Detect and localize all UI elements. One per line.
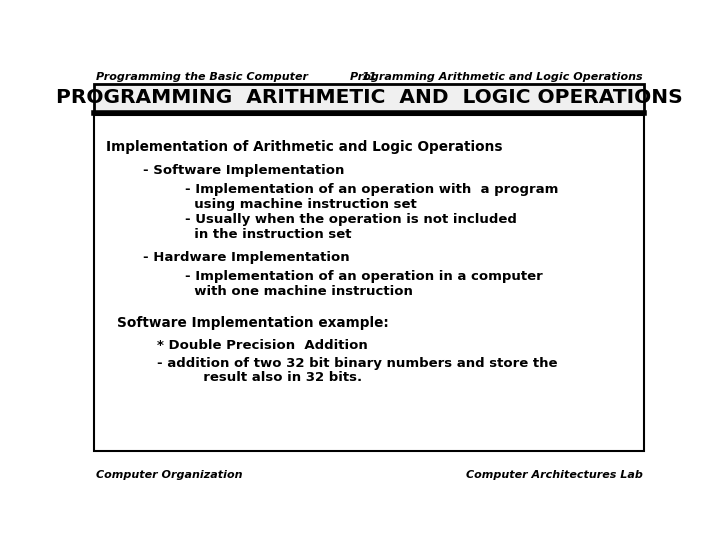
Text: - Software Implementation: - Software Implementation <box>143 164 344 177</box>
Text: PROGRAMMING  ARITHMETIC  AND  LOGIC OPERATIONS: PROGRAMMING ARITHMETIC AND LOGIC OPERATI… <box>55 88 683 107</box>
Text: 11: 11 <box>361 72 377 82</box>
FancyBboxPatch shape <box>94 84 644 113</box>
FancyBboxPatch shape <box>94 114 644 451</box>
Text: - Hardware Implementation: - Hardware Implementation <box>143 251 350 264</box>
Text: using machine instruction set: using machine instruction set <box>185 198 417 211</box>
Text: - addition of two 32 bit binary numbers and store the: - addition of two 32 bit binary numbers … <box>157 357 557 370</box>
Text: - Implementation of an operation in a computer: - Implementation of an operation in a co… <box>185 270 543 283</box>
Text: Computer Architectures Lab: Computer Architectures Lab <box>466 470 642 480</box>
Text: - Implementation of an operation with  a program: - Implementation of an operation with a … <box>185 183 558 197</box>
Text: - Usually when the operation is not included: - Usually when the operation is not incl… <box>185 213 517 226</box>
Text: with one machine instruction: with one machine instruction <box>185 285 413 298</box>
Text: * Double Precision  Addition: * Double Precision Addition <box>157 339 368 352</box>
Text: Computer Organization: Computer Organization <box>96 470 242 480</box>
Text: in the instruction set: in the instruction set <box>185 228 351 241</box>
Text: result also in 32 bits.: result also in 32 bits. <box>157 371 362 384</box>
Text: Implementation of Arithmetic and Logic Operations: Implementation of Arithmetic and Logic O… <box>106 140 502 154</box>
Text: Software Implementation example:: Software Implementation example: <box>117 316 389 330</box>
Text: Programming Arithmetic and Logic Operations: Programming Arithmetic and Logic Operati… <box>350 72 642 82</box>
Text: Programming the Basic Computer: Programming the Basic Computer <box>96 72 307 82</box>
